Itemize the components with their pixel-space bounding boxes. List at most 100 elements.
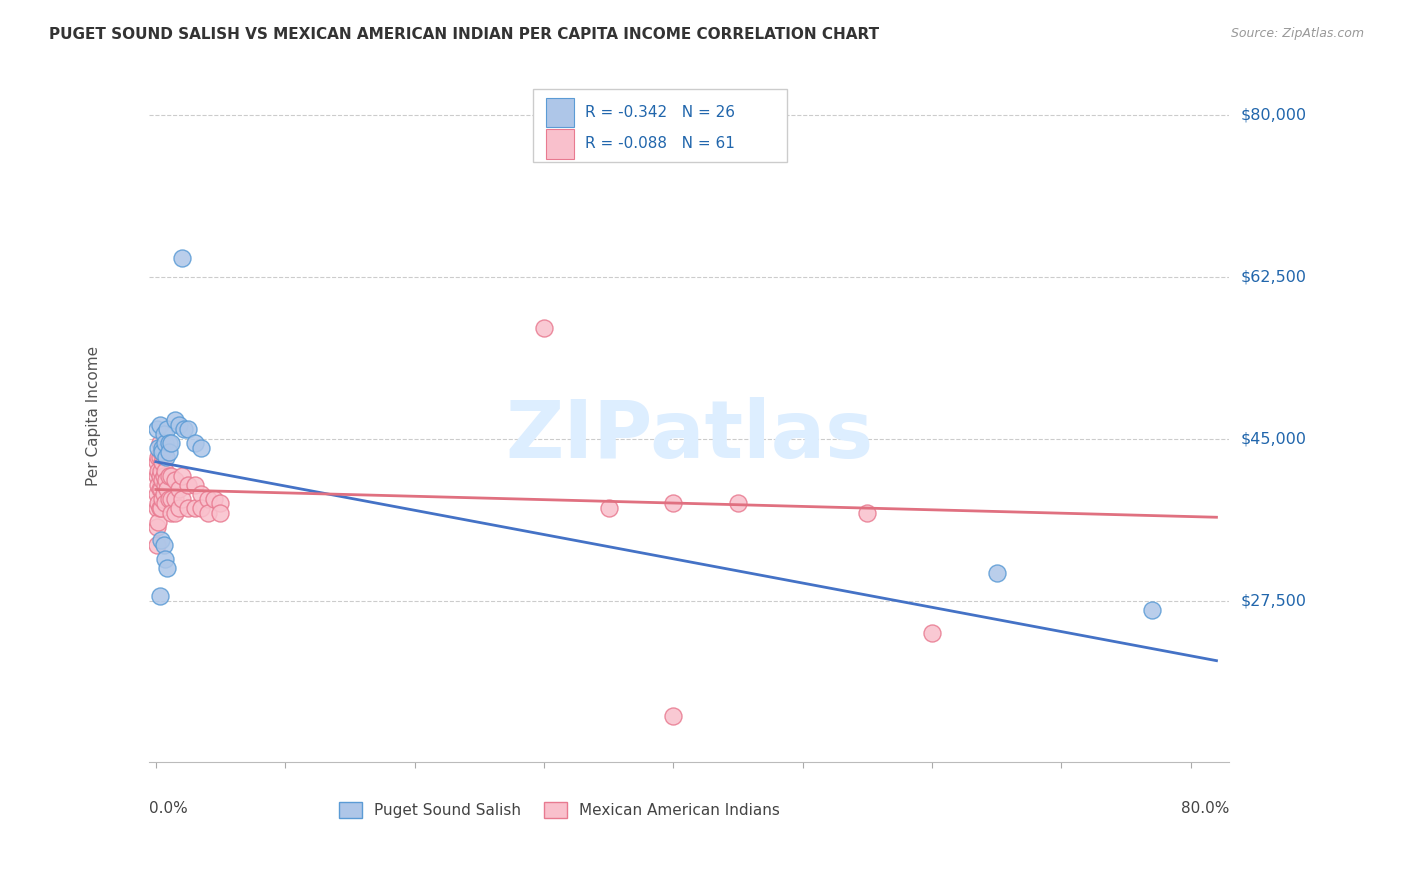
Text: $80,000: $80,000 [1240,107,1306,122]
Point [149,501,172,516]
Point [153,496,176,510]
Point [1140,603,1163,617]
Point [152,450,174,464]
Text: 0.0%: 0.0% [149,801,188,815]
Point [662,709,685,723]
Point [190,501,212,516]
Legend: Puget Sound Salish, Mexican American Indians: Puget Sound Salish, Mexican American Ind… [333,796,786,824]
Point [202,491,225,506]
Point [598,501,620,516]
Point [165,506,187,520]
Point [149,533,172,548]
Point [183,436,205,450]
Point [209,506,232,520]
Point [149,417,172,432]
Text: $27,500: $27,500 [1240,593,1306,608]
Point [160,506,183,520]
Point [157,445,180,459]
Point [146,468,169,483]
Point [152,487,174,501]
Point [155,473,177,487]
Text: $45,000: $45,000 [1240,431,1306,446]
Point [149,468,172,483]
Point [146,455,169,469]
Point [170,251,193,265]
Point [149,483,172,497]
Point [150,441,173,455]
Point [165,413,187,427]
Point [177,478,200,492]
Point [146,519,169,533]
Point [153,436,176,450]
Point [197,506,219,520]
Point [165,491,187,506]
Point [146,487,169,501]
Text: Per Capita Income: Per Capita Income [86,345,101,485]
Point [148,441,170,455]
FancyBboxPatch shape [533,89,786,162]
Point [148,450,170,464]
Point [146,501,169,516]
Point [662,496,685,510]
Text: 80.0%: 80.0% [1181,801,1229,815]
Point [148,478,170,492]
Text: Source: ZipAtlas.com: Source: ZipAtlas.com [1230,27,1364,40]
Text: R = -0.088   N = 61: R = -0.088 N = 61 [585,136,734,152]
Point [146,422,169,436]
Point [727,496,749,510]
Point [160,468,183,483]
Point [921,626,943,640]
Text: R = -0.342   N = 26: R = -0.342 N = 26 [585,105,734,120]
Point [155,450,177,464]
Point [149,464,172,478]
Point [160,491,183,506]
Point [152,427,174,442]
Point [167,483,190,497]
Point [160,436,183,450]
Point [156,483,179,497]
Point [148,496,170,510]
Point [150,455,173,469]
Point [183,501,205,516]
Point [170,491,193,506]
Point [148,464,170,478]
Point [533,320,555,334]
Point [157,436,180,450]
Point [153,552,176,566]
Point [148,515,170,529]
Point [150,445,173,459]
Point [157,468,180,483]
Point [190,487,212,501]
Point [149,436,172,450]
Bar [546,98,574,128]
Point [149,483,172,497]
Point [152,468,174,483]
Point [165,473,187,487]
Point [177,422,200,436]
Point [152,538,174,552]
Point [150,473,173,487]
Point [170,468,193,483]
Point [197,491,219,506]
Point [190,441,212,455]
Point [146,538,169,552]
Bar [546,129,574,159]
Point [153,478,176,492]
Point [149,501,172,516]
Point [177,501,200,516]
Point [153,464,176,478]
Point [150,491,173,506]
Point [856,506,879,520]
Text: ZIPatlas: ZIPatlas [505,397,873,475]
Point [149,450,172,464]
Text: PUGET SOUND SALISH VS MEXICAN AMERICAN INDIAN PER CAPITA INCOME CORRELATION CHAR: PUGET SOUND SALISH VS MEXICAN AMERICAN I… [49,27,879,42]
Point [173,422,195,436]
Point [209,496,232,510]
Point [149,589,172,603]
Point [986,566,1008,580]
Text: $62,500: $62,500 [1240,269,1306,285]
Point [157,491,180,506]
Point [156,561,179,575]
Point [183,478,205,492]
Point [149,445,172,459]
